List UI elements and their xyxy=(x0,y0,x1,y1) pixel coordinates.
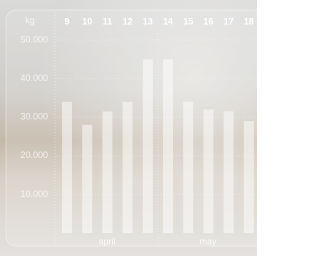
y-tick-label: 30.000 xyxy=(20,112,48,122)
bar xyxy=(183,102,193,233)
x-tick-label: 9 xyxy=(64,16,69,26)
bar xyxy=(203,109,213,233)
bar xyxy=(62,102,72,233)
x-tick-label: 18 xyxy=(244,16,254,26)
x-tick-label: 10 xyxy=(82,16,92,26)
bar xyxy=(82,125,92,233)
x-tick-label: 12 xyxy=(123,16,133,26)
y-tick-label: 50.000 xyxy=(20,34,48,44)
bar xyxy=(163,59,173,233)
x-tick-label: 14 xyxy=(163,16,173,26)
x-tick-label: 16 xyxy=(203,16,213,26)
bar xyxy=(102,111,112,233)
bar xyxy=(224,111,234,233)
month-label: april xyxy=(98,236,115,246)
y-tick-label: 40.000 xyxy=(20,73,48,83)
bar xyxy=(143,59,153,233)
x-tick-label: 15 xyxy=(183,16,193,26)
bar xyxy=(123,102,133,233)
unit-label: kg xyxy=(25,15,35,25)
chart: kg 10.000 20.000 30.000 40.000 50.000 9 10 11 12… xyxy=(0,0,257,256)
month-label: may xyxy=(199,236,217,246)
page: {"chart_data": {"type": "bar", "unit": "… xyxy=(0,0,257,256)
x-tick-label: 13 xyxy=(143,16,153,26)
y-tick-label: 10.000 xyxy=(20,189,48,199)
bar xyxy=(244,121,254,233)
y-tick-label: 20.000 xyxy=(20,150,48,160)
x-tick-label: 17 xyxy=(224,16,234,26)
x-tick-label: 11 xyxy=(103,16,113,26)
